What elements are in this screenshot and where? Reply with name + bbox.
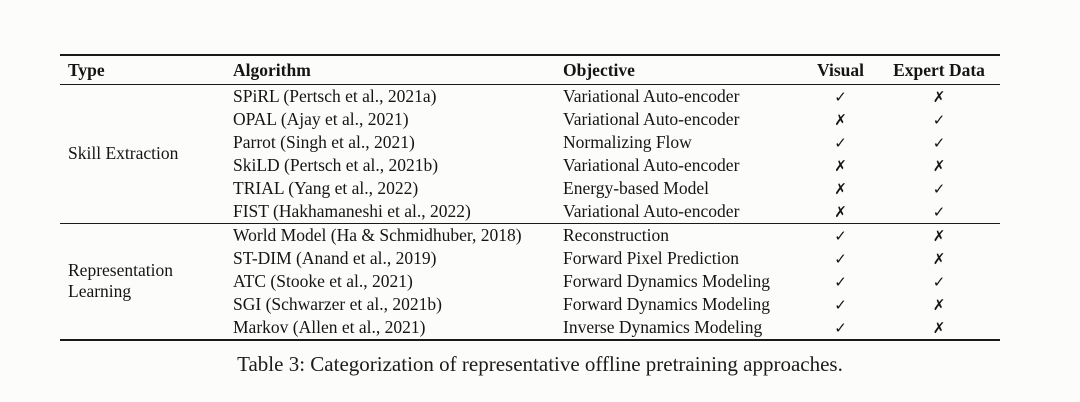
column-header-expert-data: Expert Data <box>893 60 985 81</box>
cell-objective: Energy-based Model <box>563 178 709 198</box>
check-icon: ✓ <box>834 318 847 337</box>
cell-algorithm: SkiLD (Pertsch et al., 2021b) <box>233 155 439 175</box>
column-header-algorithm: Algorithm <box>233 60 311 81</box>
cell-expert-data: ✗ <box>878 84 1000 108</box>
cell-objective: Reconstruction <box>563 225 669 245</box>
cell-expert-data: ✗ <box>878 316 1000 340</box>
cell-visual: ✓ <box>803 223 878 247</box>
table-group: Skill Extraction SPiRL (Pertsch et al., 2… <box>60 84 1000 223</box>
cross-icon: ✗ <box>834 156 847 175</box>
table-row: OPAL (Ajay et al., 2021) Variational Auto… <box>60 108 1000 131</box>
check-icon: ✓ <box>834 295 847 314</box>
cell-algorithm: SGI (Schwarzer et al., 2021b) <box>233 294 442 314</box>
cross-icon: ✗ <box>932 226 946 245</box>
cell-objective: Forward Pixel Prediction <box>563 248 739 268</box>
cell-algorithm: World Model (Ha & Schmidhuber, 2018) <box>233 225 522 245</box>
table-header-row: Type Algorithm Objective Visual Expert D… <box>60 55 1000 84</box>
check-icon: ✓ <box>932 272 946 291</box>
column-header-objective: Objective <box>563 60 635 81</box>
table-row: Markov (Allen et al., 2021) Inverse Dynam… <box>60 316 1000 340</box>
cell-algorithm: Markov (Allen et al., 2021) <box>233 317 426 337</box>
check-icon: ✓ <box>834 133 847 152</box>
cell-visual: ✓ <box>803 131 878 154</box>
cell-objective: Forward Dynamics Modeling <box>563 294 771 314</box>
cell-algorithm: SPiRL (Pertsch et al., 2021a) <box>233 86 437 106</box>
cell-expert-data: ✓ <box>878 131 1000 154</box>
cell-algorithm: ATC (Stooke et al., 2021) <box>233 271 413 291</box>
cell-algorithm: OPAL (Ajay et al., 2021) <box>233 109 409 129</box>
table-row: Skill Extraction SPiRL (Pertsch et al., 2… <box>60 84 1000 163</box>
cell-visual: ✓ <box>803 293 878 316</box>
table-row: ATC (Stooke et al., 2021) Forward Dynamic… <box>60 270 1000 293</box>
check-icon: ✓ <box>834 87 847 106</box>
cross-icon: ✗ <box>932 87 946 106</box>
cell-objective: Variational Auto-encoder <box>563 109 740 129</box>
cell-visual: ✓ <box>803 316 878 340</box>
cross-icon: ✗ <box>834 202 847 221</box>
type-group-label: Representation Learning <box>68 260 173 301</box>
cell-objective: Normalizing Flow <box>563 132 692 152</box>
check-icon: ✓ <box>834 249 847 268</box>
table-row: Parrot (Singh et al., 2021) Normalizing F… <box>60 131 1000 154</box>
table-row: FIST (Hakhamaneshi et al., 2022) Variatio… <box>60 200 1000 224</box>
cell-objective: Inverse Dynamics Modeling <box>563 317 763 337</box>
table-row: ST-DIM (Anand et al., 2019) Forward Pixel… <box>60 247 1000 270</box>
cross-icon: ✗ <box>834 179 847 198</box>
cell-objective: Variational Auto-encoder <box>563 201 740 221</box>
cell-visual: ✓ <box>803 270 878 293</box>
cell-algorithm: ST-DIM (Anand et al., 2019) <box>233 248 437 268</box>
type-group-label: Skill Extraction <box>68 143 179 163</box>
table-row: TRIAL (Yang et al., 2022) Energy-based Mo… <box>60 177 1000 200</box>
cell-objective: Forward Dynamics Modeling <box>563 271 771 291</box>
column-header-type: Type <box>68 60 105 81</box>
cross-icon: ✗ <box>834 110 847 129</box>
column-header-visual: Visual <box>816 60 864 81</box>
cell-objective: Variational Auto-encoder <box>563 86 740 106</box>
cell-expert-data: ✓ <box>878 177 1000 200</box>
check-icon: ✓ <box>932 110 946 129</box>
table-row: SkiLD (Pertsch et al., 2021b) Variational… <box>60 154 1000 177</box>
cross-icon: ✗ <box>932 249 946 268</box>
check-icon: ✓ <box>834 272 847 291</box>
table-group: Representation Learning World Model (Ha &… <box>60 223 1000 340</box>
cell-visual: ✗ <box>803 200 878 224</box>
cell-expert-data: ✗ <box>878 223 1000 247</box>
cell-visual: ✗ <box>803 108 878 131</box>
cell-expert-data: ✓ <box>878 200 1000 224</box>
pretraining-approaches-table: Type Algorithm Objective Visual Expert D… <box>60 54 1000 341</box>
check-icon: ✓ <box>834 226 847 245</box>
cross-icon: ✗ <box>932 156 946 175</box>
cell-visual: ✗ <box>803 154 878 177</box>
table-row: Representation Learning World Model (Ha &… <box>60 223 1000 301</box>
cell-expert-data: ✗ <box>878 293 1000 316</box>
cell-algorithm: Parrot (Singh et al., 2021) <box>233 132 415 152</box>
cell-visual: ✗ <box>803 177 878 200</box>
table-caption: Table 3: Categorization of representativ… <box>237 352 843 376</box>
cell-expert-data: ✗ <box>878 154 1000 177</box>
cell-visual: ✓ <box>803 247 878 270</box>
cell-expert-data: ✗ <box>878 247 1000 270</box>
check-icon: ✓ <box>932 133 946 152</box>
cross-icon: ✗ <box>932 295 946 314</box>
table-row: SGI (Schwarzer et al., 2021b) Forward Dyn… <box>60 293 1000 316</box>
cross-icon: ✗ <box>932 318 946 337</box>
cell-visual: ✓ <box>803 84 878 108</box>
cell-expert-data: ✓ <box>878 270 1000 293</box>
cell-algorithm: FIST (Hakhamaneshi et al., 2022) <box>233 201 471 221</box>
check-icon: ✓ <box>932 202 946 221</box>
cell-algorithm: TRIAL (Yang et al., 2022) <box>233 178 419 198</box>
cell-expert-data: ✓ <box>878 108 1000 131</box>
cell-objective: Variational Auto-encoder <box>563 155 740 175</box>
check-icon: ✓ <box>932 179 946 198</box>
